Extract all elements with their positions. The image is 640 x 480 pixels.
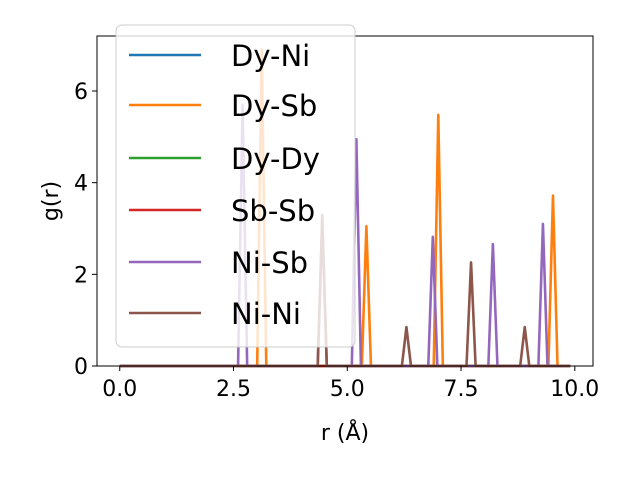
legend-label-dy-dy: Dy-Dy [231, 142, 320, 176]
y-axis-ticks: 0 2 4 6 [74, 80, 97, 380]
legend-items: Dy-Ni Dy-Sb Dy-Dy Sb-Sb Ni-Sb Ni-Ni [129, 39, 320, 331]
legend-label-sb-sb: Sb-Sb [231, 194, 315, 228]
y-tick-label: 6 [74, 80, 88, 105]
x-axis-title: r (Å) [321, 419, 369, 446]
y-axis-title: g(r) [39, 181, 64, 221]
x-tick-label: 7.5 [444, 377, 479, 402]
x-tick-label: 5.0 [330, 377, 365, 402]
legend: Dy-Ni Dy-Sb Dy-Dy Sb-Sb Ni-Sb Ni-Ni [115, 24, 356, 348]
y-tick-label: 4 [74, 172, 88, 197]
x-tick-label: 10.0 [550, 377, 599, 402]
legend-label-ni-ni: Ni-Ni [231, 297, 301, 331]
legend-label-dy-sb: Dy-Sb [231, 89, 317, 123]
legend-label-dy-ni: Dy-Ni [231, 39, 310, 73]
legend-label-ni-sb: Ni-Sb [231, 246, 308, 280]
x-axis-ticks: 0.0 2.5 5.0 7.5 10.0 [102, 366, 599, 402]
y-tick-label: 2 [74, 263, 88, 288]
x-tick-label: 0.0 [102, 377, 137, 402]
x-tick-label: 2.5 [216, 377, 251, 402]
y-tick-label: 0 [74, 355, 88, 380]
